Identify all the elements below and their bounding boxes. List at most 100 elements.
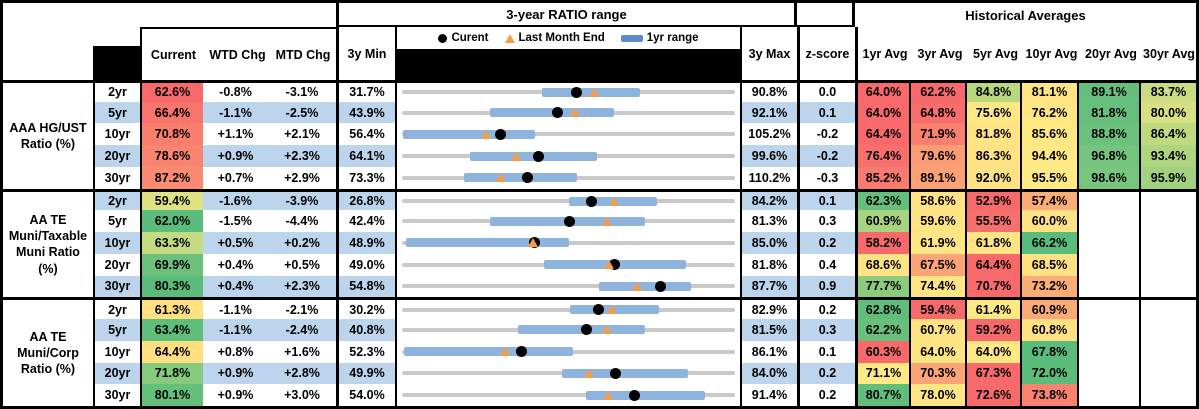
1yr-range-bar [405, 238, 569, 248]
avg-cell: 60.3% [855, 340, 909, 363]
1yr-range-bar [599, 281, 692, 291]
mtd-chg-cell: -3.9% [268, 188, 336, 211]
avg-cell: 58.6% [909, 188, 965, 211]
avg-cell: 94.4% [1020, 145, 1077, 167]
term-cell: 2yr [93, 80, 140, 102]
range-chart-area [402, 210, 735, 232]
1yr-range-bar [586, 390, 705, 400]
current-dot [608, 259, 620, 271]
avg-cell: 64.0% [965, 340, 1020, 363]
zscore-cell: -0.3 [797, 166, 855, 189]
3y-max-cell: 81.5% [740, 319, 797, 341]
avg-cell-blank [1139, 384, 1196, 406]
3y-max-cell: 86.1% [740, 340, 797, 363]
legend-current-label: Curent [451, 32, 489, 44]
avg-cell: 68.6% [855, 253, 909, 276]
1yr-range-bar [464, 173, 578, 183]
zscore-column-header: z-score [797, 27, 855, 80]
3y-min-cell: 31.7% [336, 80, 395, 102]
wtd-chg-cell: +0.9% [203, 362, 268, 385]
range-chart [395, 232, 740, 254]
zscore-cell: 0.1 [797, 188, 855, 211]
3y-max-cell: 110.2% [740, 166, 797, 189]
mtd-chg-cell: +0.2% [268, 232, 336, 254]
legend-last-month-label: Last Month End [518, 32, 605, 44]
avg-cell: 95.9% [1139, 166, 1196, 189]
3y-min-column-header: 3y Min [336, 27, 395, 80]
avg-cell-blank [1139, 210, 1196, 233]
current-cell: 80.3% [140, 275, 203, 298]
wtd-chg-cell: -1.6% [203, 188, 268, 211]
3y-max-cell: 99.6% [740, 145, 797, 167]
legend-1yr-range-label: 1yr range [646, 32, 699, 44]
mtd-chg-cell: +2.3% [268, 275, 336, 298]
mtd-chg-cell: -2.1% [268, 297, 336, 319]
term-cell: 10yr [93, 123, 140, 146]
avg-cell: 62.3% [855, 188, 909, 211]
avg-cell: 83.7% [1139, 80, 1196, 102]
last-month-triangle [569, 108, 580, 118]
avg-cell: 57.4% [1020, 188, 1077, 211]
avg-cell: 68.5% [1020, 253, 1077, 276]
mtd-chg-cell: +2.9% [284, 170, 320, 185]
change-columns-header: Current WTD Chg MTD Chg [140, 27, 336, 80]
group-label: AA TE Muni/Corp Ratio (%) [3, 297, 93, 406]
10yr-avg-column-header: 10yr Avg [1025, 46, 1078, 61]
avg-cell: 60.9% [855, 210, 909, 233]
current-cell: 59.4% [140, 188, 203, 211]
avg-cell: 59.2% [965, 319, 1020, 341]
term-cell: 5yr [93, 101, 140, 124]
last-month-triangle [631, 281, 642, 291]
avg-cell: 66.2% [1020, 232, 1077, 254]
current-cell: 69.9% [140, 253, 203, 276]
avg-cell-blank [1077, 253, 1139, 276]
current-cell: 64.4% [140, 340, 203, 363]
wtd-chg-cell: -1.1% [203, 101, 268, 124]
last-month-triangle [511, 151, 522, 161]
avg-cell: 62.2% [909, 80, 965, 102]
mtd-chg-cell: -2.4% [268, 319, 336, 341]
current-dot [564, 215, 576, 227]
1yr-range-bar [403, 347, 574, 357]
last-month-triangle [496, 173, 507, 183]
3y-min-cell: 40.8% [336, 319, 395, 341]
range-chart-area [402, 363, 735, 385]
avg-cell: 55.5% [965, 210, 1020, 233]
avg-cell: 64.0% [909, 340, 965, 363]
avg-cell: 59.6% [909, 210, 965, 233]
last-month-triangle [583, 368, 594, 378]
avg-cell: 92.0% [965, 166, 1020, 189]
avg-cell-blank [1139, 188, 1196, 211]
avg-cell: 76.2% [1020, 101, 1077, 124]
1yr-avg-column-header: 1yr Avg [862, 46, 908, 61]
last-month-triangle [606, 305, 617, 315]
range-chart-area [402, 254, 735, 276]
3y-max-cell: 84.2% [740, 188, 797, 211]
wtd-chg-cell: +0.8% [217, 344, 254, 359]
avg-cell: 62.8% [855, 297, 909, 320]
current-cell: 87.2% [140, 166, 203, 189]
range-chart [395, 166, 740, 189]
3y-min-cell: 49.0% [336, 253, 395, 276]
30yr-avg-column-header: 30yr Avg [1143, 46, 1195, 61]
avg-cell-blank [1139, 275, 1196, 298]
avg-cell: 84.8% [965, 80, 1020, 102]
range-chart-area [402, 232, 735, 254]
mtd-chg-cell: -2.5% [268, 101, 336, 124]
3y-max-cell: 81.8% [740, 253, 797, 276]
3y-min-cell: 43.9% [336, 101, 395, 124]
avg-cell: 67.8% [1020, 340, 1077, 363]
avg-cell: 72.6% [965, 384, 1020, 406]
last-month-triangle [500, 347, 511, 357]
current-dot [515, 346, 527, 358]
avg-cell: 78.0% [909, 384, 965, 406]
zscore-cell: 0.4 [797, 253, 855, 276]
wtd-chg-cell: +0.4% [217, 257, 254, 272]
avg-cell: 73.8% [1020, 384, 1077, 406]
wtd-chg-column-header: WTD Chg [209, 47, 266, 62]
current-column-header: Current [150, 47, 197, 62]
range-chart-header: Curent Last Month End 1yr range [395, 27, 740, 80]
avg-cell-blank [1139, 319, 1196, 341]
mtd-chg-cell: +0.5% [284, 257, 320, 272]
